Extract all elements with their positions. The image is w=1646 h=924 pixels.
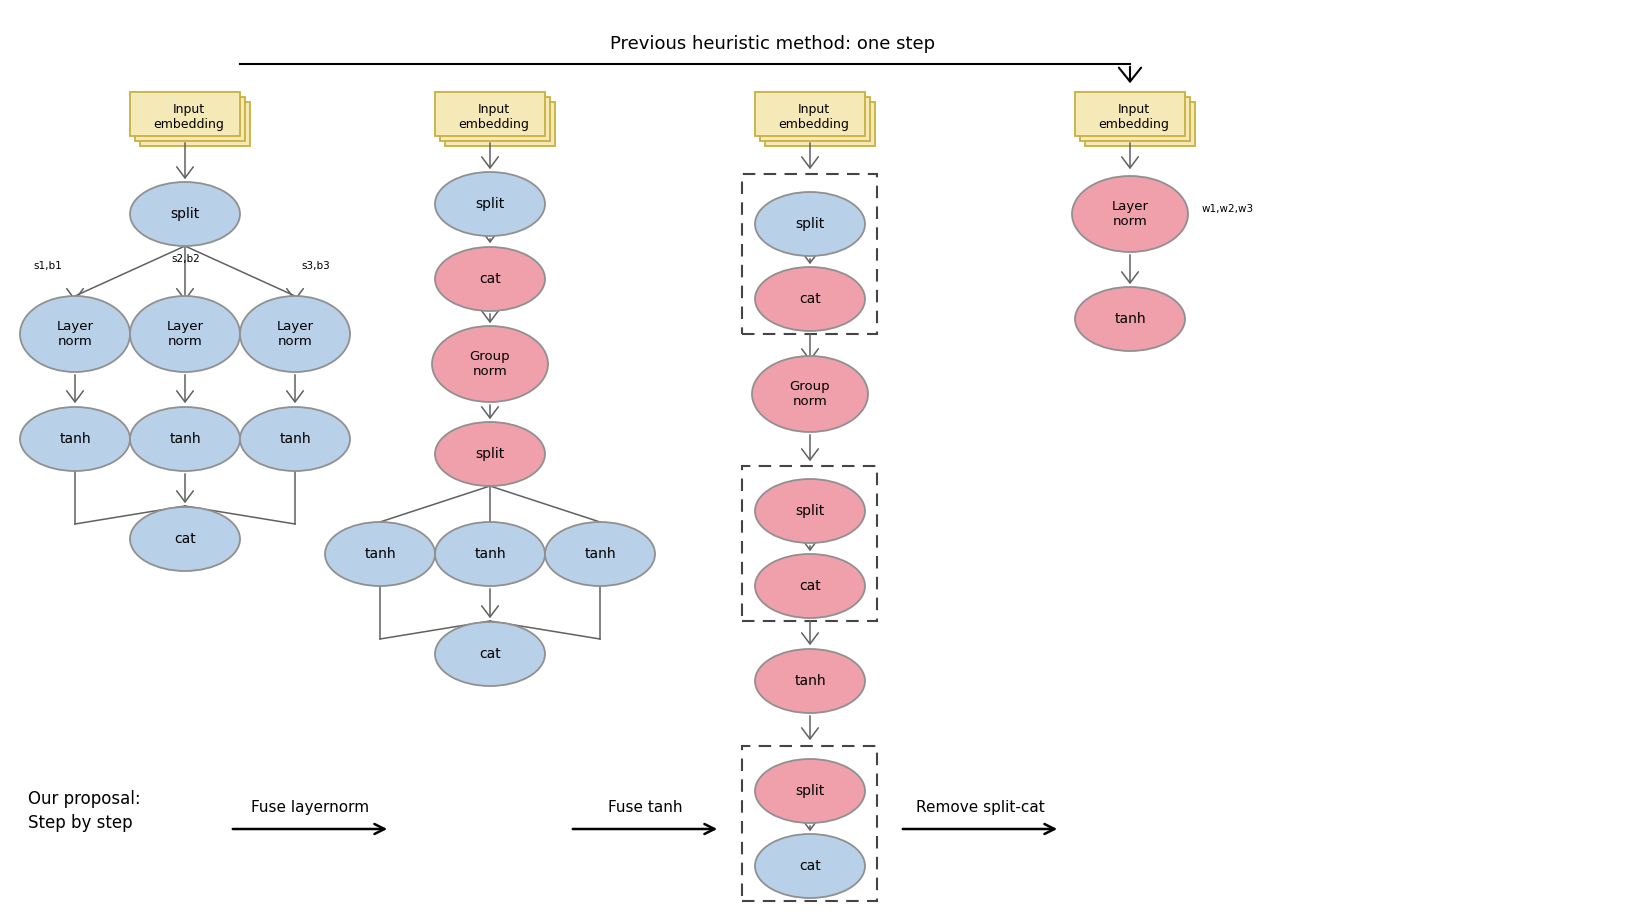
Ellipse shape [130,182,240,246]
Text: s3,b3: s3,b3 [301,261,329,271]
Bar [742,746,877,901]
Ellipse shape [1072,176,1188,252]
Text: split: split [476,447,505,461]
Ellipse shape [130,296,240,372]
Bar [742,174,877,334]
Text: split: split [795,784,825,798]
Text: cat: cat [174,532,196,546]
FancyBboxPatch shape [130,92,240,136]
FancyBboxPatch shape [135,97,245,141]
Ellipse shape [1075,287,1185,351]
Ellipse shape [752,356,867,432]
FancyBboxPatch shape [1075,92,1185,136]
Ellipse shape [130,507,240,571]
Text: tanh: tanh [793,674,826,688]
Text: tanh: tanh [474,547,505,561]
Text: Fuse layernorm: Fuse layernorm [250,800,369,815]
Text: cat: cat [479,272,500,286]
Text: Layer
norm: Layer norm [277,320,313,348]
Ellipse shape [20,296,130,372]
Text: tanh: tanh [59,432,91,446]
Ellipse shape [756,649,866,713]
Ellipse shape [435,422,545,486]
Text: split: split [795,217,825,231]
Ellipse shape [435,172,545,236]
Text: Previous heuristic method: one step: Previous heuristic method: one step [611,35,935,53]
FancyBboxPatch shape [435,92,545,136]
FancyBboxPatch shape [760,97,871,141]
Ellipse shape [130,407,240,471]
FancyBboxPatch shape [1080,97,1190,141]
Text: Input
embedding: Input embedding [459,103,530,131]
Text: Our proposal:
Step by step: Our proposal: Step by step [28,790,140,832]
Ellipse shape [240,296,351,372]
Ellipse shape [756,554,866,618]
Text: s2,b2: s2,b2 [171,254,199,264]
Text: split: split [476,197,505,211]
FancyBboxPatch shape [756,92,866,136]
Ellipse shape [324,522,435,586]
Text: Input
embedding: Input embedding [779,103,849,131]
Text: tanh: tanh [584,547,616,561]
Ellipse shape [756,192,866,256]
Text: Group
norm: Group norm [790,380,830,408]
FancyBboxPatch shape [1085,102,1195,146]
Text: Remove split-cat: Remove split-cat [915,800,1044,815]
Text: cat: cat [479,647,500,661]
Text: tanh: tanh [280,432,311,446]
FancyBboxPatch shape [765,102,876,146]
Text: Layer
norm: Layer norm [166,320,204,348]
Ellipse shape [756,479,866,543]
Text: w1,w2,w3: w1,w2,w3 [1202,204,1254,214]
Text: Input
embedding: Input embedding [1098,103,1169,131]
Text: Fuse tanh: Fuse tanh [607,800,681,815]
Text: Input
embedding: Input embedding [153,103,224,131]
Text: Group
norm: Group norm [469,350,510,378]
Ellipse shape [756,834,866,898]
Text: Layer
norm: Layer norm [56,320,94,348]
Text: cat: cat [798,579,821,593]
Ellipse shape [756,267,866,331]
Ellipse shape [756,759,866,823]
Text: tanh: tanh [364,547,395,561]
Text: split: split [171,207,199,221]
Ellipse shape [431,326,548,402]
Text: Layer
norm: Layer norm [1111,200,1149,228]
Ellipse shape [240,407,351,471]
Text: cat: cat [798,859,821,873]
Text: tanh: tanh [170,432,201,446]
Ellipse shape [435,522,545,586]
Ellipse shape [435,622,545,686]
Bar [742,466,877,621]
Text: split: split [795,504,825,518]
Ellipse shape [545,522,655,586]
FancyBboxPatch shape [439,97,550,141]
FancyBboxPatch shape [140,102,250,146]
FancyBboxPatch shape [444,102,555,146]
Ellipse shape [20,407,130,471]
Text: s1,b1: s1,b1 [33,261,63,271]
Ellipse shape [435,247,545,311]
Text: cat: cat [798,292,821,306]
Text: tanh: tanh [1114,312,1146,326]
